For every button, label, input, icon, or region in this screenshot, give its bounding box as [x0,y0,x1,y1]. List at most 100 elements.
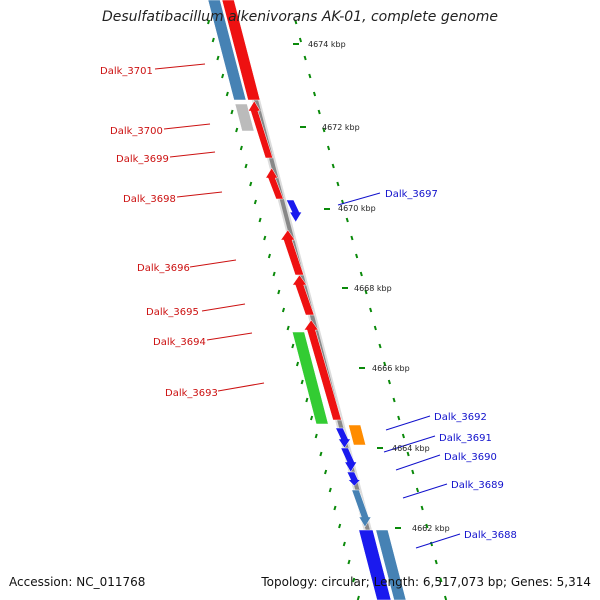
kbp-tick-label: 4672 kbp [322,123,360,132]
gene-feature-extra-0 [221,0,261,101]
gene-feature-dalk_3693 [291,331,329,425]
guide-dot [397,415,401,421]
guide-dot [328,487,332,493]
gene-label-dalk_3689: Dalk_3689 [451,480,504,491]
gene-label-dalk_3693: Dalk_3693 [165,388,218,399]
gene-label-dalk_3700: Dalk_3700 [110,126,163,137]
leader-dalk_3688 [415,533,461,549]
guide-dot [324,469,328,475]
gene-feature-dalk_3688 [351,489,372,528]
kbp-tick-label: 4666 kbp [372,364,410,373]
guide-dot [295,361,300,367]
guide-dot [439,577,443,583]
guide-dot [303,55,307,61]
gene-feature-extra-1 [358,529,392,600]
gene-label-dalk_3688: Dalk_3688 [464,530,517,541]
kbp-tick-label: 4664 kbp [392,444,430,453]
leader-dalk_3701 [154,63,206,70]
leader-dalk_3690 [395,454,441,471]
leader-dalk_3700 [163,123,211,130]
guide-dot [347,559,351,565]
leader-dalk_3697 [337,192,381,206]
guide-dot [401,433,405,439]
guide-dot [406,451,410,457]
guide-dot [434,559,438,565]
genome-summary: Topology: circular; Length: 6,517,073 bp… [261,575,591,589]
guide-dot [281,307,286,313]
gene-label-dalk_3691: Dalk_3691 [439,433,492,444]
guide-dot [338,523,342,529]
guide-dot [239,145,243,151]
gene-labels: Dalk_3701 Dalk_3700 Dalk_3699 Dalk_3698 Dalk… [100,66,517,541]
guide-dot [258,217,262,223]
guide-dot [342,541,346,547]
gene-label-dalk_3701: Dalk_3701 [100,66,153,77]
leader-dalk_3689 [402,483,448,499]
gene-label-dalk_3695: Dalk_3695 [146,307,199,318]
gene-feature-dalk_3691 [335,427,351,449]
gene-features [207,0,407,600]
guide-dot [317,109,321,115]
guide-dot [336,181,340,187]
guide-dot [352,577,356,583]
guide-dot [373,325,377,331]
guide-dot [235,127,239,133]
gene-label-dalk_3697: Dalk_3697 [385,189,438,200]
guide-dot [331,163,335,169]
guide-dot [327,145,331,151]
guide-dot [444,595,448,600]
guide-dot [267,253,271,259]
gene-label-dalk_3692: Dalk_3692 [434,412,487,423]
guide-dot [294,19,298,25]
guide-dot [411,469,415,475]
guide-dot [322,127,326,133]
guide-dot [286,325,290,331]
kbp-ticks: 4674 kbp 4672 kbp 4670 kbp 4668 kbp 4666 kbp… [293,40,450,533]
leader-dalk_3695 [201,303,246,312]
guide-dot [211,37,215,43]
guide-dot [350,235,354,241]
guide-dot [369,307,373,313]
leader-dalk_3694 [206,332,253,341]
guide-dot [249,181,253,187]
gene-feature-dalk_3699 [247,100,274,159]
kbp-tick-label: 4674 kbp [308,40,346,49]
guide-dot [230,109,234,115]
guide-dot [277,289,281,295]
right-dotted-guide [294,19,448,600]
leader-dalk_3691 [383,435,436,453]
guide-dot [355,253,359,259]
gene-feature-dalk_3700 [234,103,255,132]
guide-dot [308,73,312,79]
left-dotted-guide [207,19,360,600]
leader-dalk_3692 [385,415,431,431]
leader-dalk_3698 [176,191,223,198]
guide-dot [415,487,420,493]
guide-dot [392,397,396,403]
leader-dalk_3696 [189,259,237,268]
guide-dot [216,55,220,61]
guide-dot [314,433,318,439]
leader-dalk_3699 [169,151,216,158]
gene-label-dalk_3696: Dalk_3696 [137,263,190,274]
label-leader-lines [154,63,461,549]
leader-dalk_3693 [217,382,265,392]
gene-feature-dalk_3696 [280,229,305,276]
kbp-tick-label: 4670 kbp [338,204,376,213]
guide-dot [291,343,295,349]
guide-dot [253,199,257,205]
kbp-tick-label: 4662 kbp [412,524,450,533]
guide-dot [333,505,337,511]
gene-feature-dalk_3697 [286,199,303,223]
guide-dot [312,91,317,97]
guide-dot [207,19,211,25]
kbp-tick-label: 4668 kbp [354,284,392,293]
guide-dot [319,451,323,457]
guide-dot [263,235,267,241]
guide-dot [300,379,304,385]
guide-dot [225,91,229,97]
guide-dot [383,361,387,367]
guide-dot [359,271,363,277]
gene-feature-dalk_3689 [346,471,361,487]
